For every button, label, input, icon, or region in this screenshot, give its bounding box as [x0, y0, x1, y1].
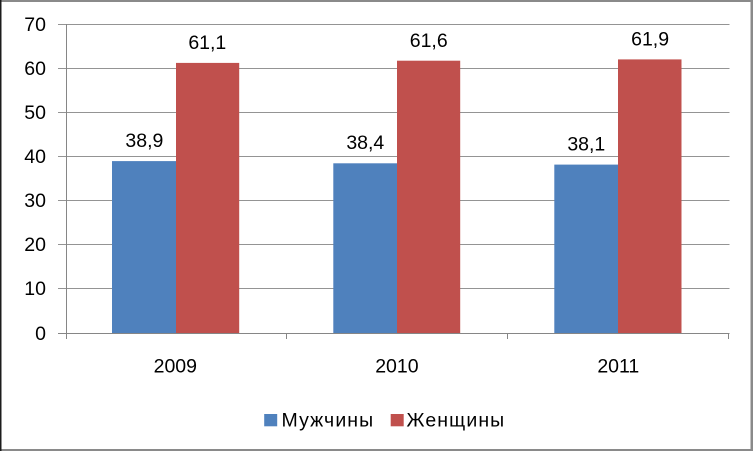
svg-text:70: 70: [24, 14, 46, 36]
svg-text:38,4: 38,4: [346, 132, 384, 154]
svg-text:10: 10: [24, 278, 46, 300]
svg-text:2010: 2010: [375, 356, 419, 378]
svg-text:60: 60: [24, 58, 46, 80]
svg-text:40: 40: [24, 146, 46, 168]
svg-text:61,9: 61,9: [631, 29, 669, 51]
svg-text:61,6: 61,6: [410, 30, 448, 52]
svg-text:61,1: 61,1: [188, 32, 226, 54]
svg-text:50: 50: [24, 102, 46, 124]
svg-text:20: 20: [24, 234, 46, 256]
svg-text:38,1: 38,1: [567, 134, 605, 156]
svg-text:Мужчины: Мужчины: [282, 410, 375, 432]
svg-text:38,9: 38,9: [125, 130, 163, 152]
svg-text:2011: 2011: [597, 356, 639, 378]
svg-text:Женщины: Женщины: [407, 410, 506, 432]
svg-text:2009: 2009: [154, 356, 197, 378]
svg-text:30: 30: [24, 190, 46, 212]
svg-text:0: 0: [35, 323, 46, 345]
